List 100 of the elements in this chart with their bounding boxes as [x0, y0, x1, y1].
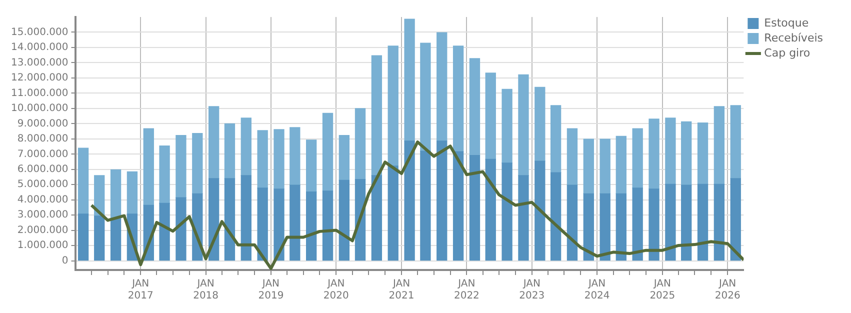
bar [665, 118, 676, 185]
y-tick-label: 15.000.000 [10, 26, 68, 38]
bar [338, 134, 350, 181]
x-tick-label: JAN 2017 [128, 278, 154, 302]
y-tick-label: 7.000.000 [17, 148, 68, 160]
bar [469, 155, 480, 261]
bar [322, 190, 334, 261]
bar [518, 175, 529, 261]
bar [404, 18, 415, 142]
y-tick-label: 8.000.000 [17, 134, 68, 145]
bar [240, 175, 252, 261]
bar [94, 216, 105, 261]
bar [240, 118, 252, 176]
x-tick-label: JAN 2024 [584, 278, 610, 302]
bar [550, 172, 562, 261]
bar [616, 136, 626, 194]
bar [371, 175, 382, 261]
bar [306, 191, 317, 261]
x-tick-label: JAN 2026 [714, 278, 740, 302]
bar [420, 150, 431, 261]
legend-label: Cap giro [764, 46, 810, 60]
bar [534, 86, 546, 162]
bar [632, 128, 643, 188]
bar [485, 158, 496, 261]
bar [322, 112, 334, 192]
x-tick-label: JAN 2023 [519, 278, 545, 302]
bar [159, 145, 170, 204]
bar [550, 105, 562, 173]
bar [404, 140, 415, 261]
bar [648, 118, 660, 190]
bar [78, 148, 89, 214]
bar [502, 162, 512, 261]
bar [338, 180, 350, 261]
bar [485, 72, 496, 160]
bar [436, 32, 448, 142]
y-tick-label: 6.000.000 [17, 164, 68, 176]
bar [354, 108, 366, 180]
bar [730, 105, 741, 179]
bar [224, 123, 236, 179]
y-tick-label: 2.000.000 [17, 224, 68, 236]
bar [192, 132, 203, 194]
x-tick-label: JAN 2022 [454, 278, 480, 302]
y-tick-label: 4.000.000 [17, 194, 68, 206]
bar [730, 178, 741, 261]
bar [388, 166, 398, 261]
y-tick-label: 3.000.000 [17, 210, 68, 221]
bar [518, 74, 529, 176]
bar [274, 188, 284, 261]
bar [388, 46, 398, 166]
bar [452, 151, 464, 261]
bar [159, 202, 170, 261]
bar [714, 106, 725, 185]
bar [224, 178, 236, 261]
bar [110, 218, 122, 261]
bar [566, 128, 578, 186]
bar [583, 193, 594, 261]
bar [371, 55, 382, 176]
bar [583, 138, 594, 194]
legend-label: Recebíveis [764, 31, 824, 44]
y-tick-label: 0 [62, 255, 68, 266]
bar [600, 193, 610, 261]
bar [110, 169, 122, 220]
x-tick-label: JAN 2018 [193, 278, 219, 302]
bar [78, 214, 89, 261]
bar [452, 46, 464, 152]
bar [632, 188, 643, 261]
bar [208, 106, 220, 179]
bar [681, 121, 692, 186]
y-tick-label: 9.000.000 [17, 118, 68, 130]
x-tick-label: JAN 2020 [323, 278, 349, 302]
bar [697, 122, 708, 185]
bar [648, 188, 660, 261]
bar [469, 58, 480, 156]
y-tick-label: 5.000.000 [17, 179, 68, 190]
bar [143, 128, 154, 206]
bar [306, 140, 317, 192]
y-tick-label: 12.000.000 [10, 72, 68, 84]
bar [274, 129, 284, 190]
legend-label: Estoque [764, 16, 809, 30]
bar [126, 171, 138, 214]
bar [257, 130, 268, 188]
bar [566, 184, 578, 261]
bar [176, 197, 186, 261]
y-tick-label: 1.000.000 [17, 240, 68, 252]
bar [176, 134, 186, 198]
bar [600, 138, 610, 194]
x-tick-label: JAN 2025 [650, 278, 676, 302]
y-tick-label: 11.000.000 [10, 88, 68, 99]
bar [290, 127, 300, 186]
y-tick-label: 14.000.000 [10, 42, 68, 54]
x-tick-label: JAN 2019 [258, 278, 284, 302]
bar [714, 184, 725, 261]
bar [534, 160, 546, 261]
x-tick-label: JAN 2021 [388, 278, 414, 302]
y-tick-label: 10.000.000 [10, 103, 68, 114]
bar [420, 42, 431, 152]
bar [616, 193, 626, 261]
y-tick-label: 13.000.000 [10, 57, 68, 68]
bar [257, 188, 268, 261]
bar [665, 184, 676, 261]
